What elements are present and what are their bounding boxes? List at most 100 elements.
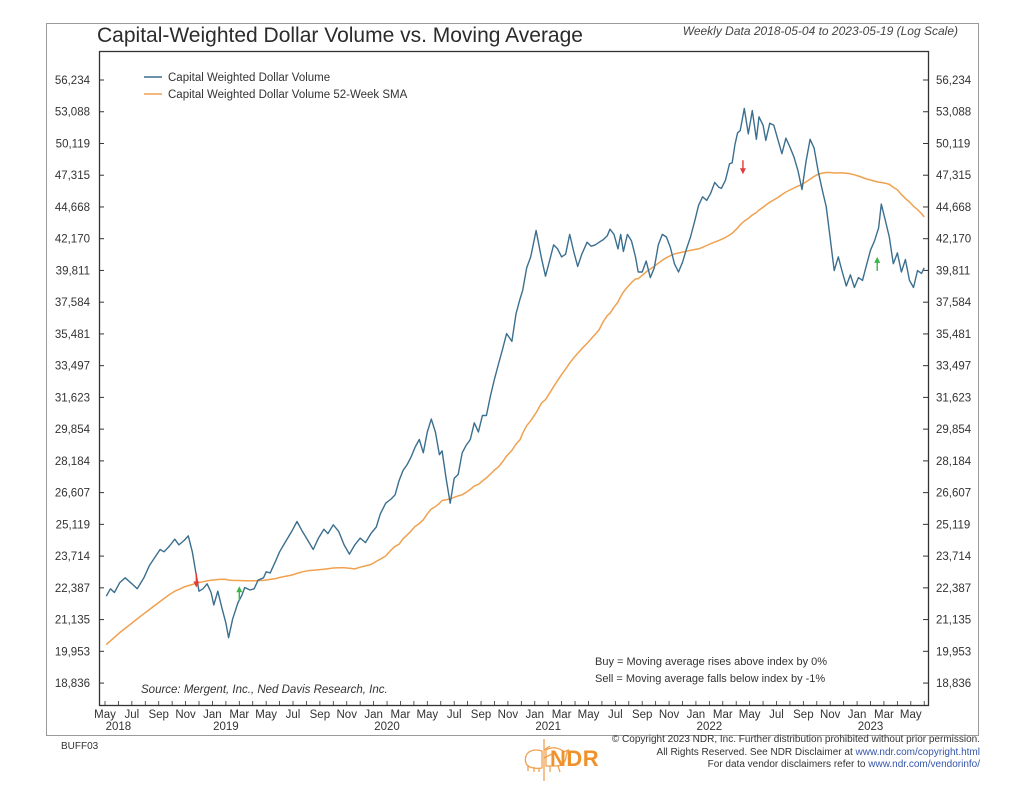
- y-tick-label-right: 19,953: [936, 646, 971, 658]
- x-tick-label: Jul: [608, 709, 623, 721]
- vendorinfo-link[interactable]: www.ndr.com/vendorinfo/: [868, 759, 980, 770]
- copyright-line-1: © Copyright 2023 NDR, Inc. Further distr…: [611, 734, 980, 745]
- x-axis: May Jul Sep Nov Jan Mar May Jul Sep Nov Jan Mar May J…: [94, 701, 925, 733]
- signals-group: [193, 160, 881, 601]
- y-tick-label-left: 33,497: [55, 361, 90, 373]
- source-note: Source: Mergent, Inc., Ned Davis Researc…: [141, 684, 388, 696]
- y-tick-label-left: 44,668: [55, 202, 90, 214]
- x-tick-label: May: [255, 709, 277, 721]
- copyright-block: © Copyright 2023 NDR, Inc. Further distr…: [612, 734, 980, 772]
- y-tick-label-right: 44,668: [936, 202, 971, 214]
- y-tick-label-left: 42,170: [55, 234, 90, 246]
- y-tick-label-left: 39,811: [56, 265, 90, 277]
- y-tick-label-right: 23,714: [936, 551, 972, 563]
- copyright-line-3-text: For data vendor disclaimers refer to: [707, 759, 869, 770]
- x-tick-label: May: [416, 709, 438, 721]
- y-tick-label-left: 21,135: [55, 615, 90, 627]
- x-tick-label: Jul: [286, 709, 301, 721]
- x-tick-label: Mar: [874, 709, 894, 721]
- y-tick-label-right: 18,836: [936, 678, 971, 690]
- x-tick-label: Jan: [364, 709, 383, 721]
- buy-signal-arrow-icon: [236, 586, 243, 593]
- x-tick-label: May: [94, 709, 116, 721]
- series-group: [105, 107, 925, 646]
- legend: Capital Weighted Dollar Volume Capital W…: [144, 72, 408, 101]
- copyright-line-3: For data vendor disclaimers refer to www…: [612, 759, 980, 772]
- x-tick-label: Nov: [498, 709, 519, 721]
- x-tick-label: Nov: [820, 709, 841, 721]
- ndr-logo-text: NDR: [550, 746, 600, 771]
- x-tick-label: Nov: [659, 709, 680, 721]
- sell-rule-note: Sell = Moving average falls below index …: [595, 673, 825, 685]
- y-tick-label-right: 28,184: [936, 456, 972, 468]
- y-axis-right: 56,234 53,088 50,119 47,315 44,668 42,170 39,8…: [923, 75, 972, 690]
- x-tick-label: Jan: [848, 709, 867, 721]
- x-year-label: 2023: [858, 721, 884, 733]
- x-tick-label: Sep: [310, 709, 330, 721]
- y-tick-label-right: 33,497: [936, 361, 971, 373]
- y-tick-label-left: 23,714: [55, 551, 91, 563]
- x-tick-label: Jul: [447, 709, 462, 721]
- x-tick-label: Nov: [175, 709, 196, 721]
- y-tick-label-right: 22,387: [936, 583, 971, 595]
- x-tick-label: May: [900, 709, 922, 721]
- x-tick-label: May: [578, 709, 600, 721]
- chart-frame: [46, 23, 979, 736]
- x-year-label: 2018: [106, 721, 132, 733]
- y-tick-label-left: 18,836: [55, 678, 90, 690]
- y-tick-label-right: 31,623: [936, 392, 971, 404]
- plot-area: [98, 50, 930, 707]
- copyright-link[interactable]: www.ndr.com/copyright.html: [855, 746, 981, 758]
- chart-title: Capital-Weighted Dollar Volume vs. Movin…: [97, 24, 583, 47]
- copyright-line-2: All Rights Reserved. See NDR Disclaimer …: [612, 747, 980, 760]
- x-year-label: 2019: [213, 721, 239, 733]
- chart-subtitle: Weekly Data 2018-05-04 to 2023-05-19 (Lo…: [682, 24, 958, 38]
- y-tick-label-right: 47,315: [936, 170, 971, 182]
- x-tick-label: Mar: [552, 709, 572, 721]
- y-tick-label-left: 35,481: [55, 329, 90, 341]
- y-tick-label-right: 42,170: [936, 234, 971, 246]
- sell-signal-arrow-icon: [739, 168, 746, 175]
- x-tick-label: Mar: [229, 709, 249, 721]
- y-tick-label-right: 35,481: [936, 329, 971, 341]
- buy-rule-note: Buy = Moving average rises above index b…: [595, 656, 827, 668]
- y-tick-label-right: 53,088: [936, 107, 971, 119]
- y-tick-label-left: 50,119: [56, 138, 90, 150]
- x-year-label: 2021: [535, 721, 561, 733]
- chart-code: BUFF03: [61, 741, 99, 752]
- x-tick-label: Jan: [203, 709, 222, 721]
- y-tick-label-right: 25,119: [936, 519, 970, 531]
- sell-signal-arrow-icon: [193, 581, 200, 588]
- x-tick-label: Jul: [125, 709, 140, 721]
- x-year-label: 2020: [374, 721, 400, 733]
- y-tick-label-left: 22,387: [55, 583, 90, 595]
- y-tick-label-left: 25,119: [56, 519, 90, 531]
- x-tick-label: Sep: [471, 709, 491, 721]
- y-tick-label-left: 26,607: [55, 488, 90, 500]
- x-tick-label: Jan: [525, 709, 544, 721]
- y-tick-label-left: 19,953: [55, 646, 90, 658]
- y-tick-label-left: 37,584: [55, 297, 91, 309]
- y-tick-label-right: 26,607: [936, 488, 971, 500]
- y-tick-label-left: 53,088: [55, 107, 90, 119]
- y-tick-label-left: 56,234: [55, 75, 91, 87]
- copyright-line-2-text: All Rights Reserved. See NDR Disclaimer …: [656, 746, 856, 758]
- x-tick-label: Mar: [391, 709, 411, 721]
- x-tick-label: Sep: [148, 709, 168, 721]
- y-tick-label-right: 56,234: [936, 75, 972, 87]
- legend-label-index: Capital Weighted Dollar Volume: [168, 72, 330, 84]
- buy-signal-arrow-icon: [874, 256, 881, 263]
- y-tick-label-left: 47,315: [55, 170, 90, 182]
- y-axis-left: 56,234 53,088 50,119 47,315 44,668 42,170 39,8…: [55, 75, 104, 690]
- y-tick-label-left: 28,184: [55, 456, 91, 468]
- y-tick-label-left: 29,854: [55, 424, 91, 436]
- y-tick-label-left: 31,623: [55, 392, 90, 404]
- index-line: [105, 107, 925, 639]
- x-year-label: 2022: [697, 721, 723, 733]
- y-tick-label-right: 37,584: [936, 297, 972, 309]
- ndr-bull-bear-logo-icon: [524, 739, 570, 781]
- x-tick-label: Sep: [793, 709, 813, 721]
- y-tick-label-right: 21,135: [936, 615, 971, 627]
- y-tick-label-right: 29,854: [936, 424, 972, 436]
